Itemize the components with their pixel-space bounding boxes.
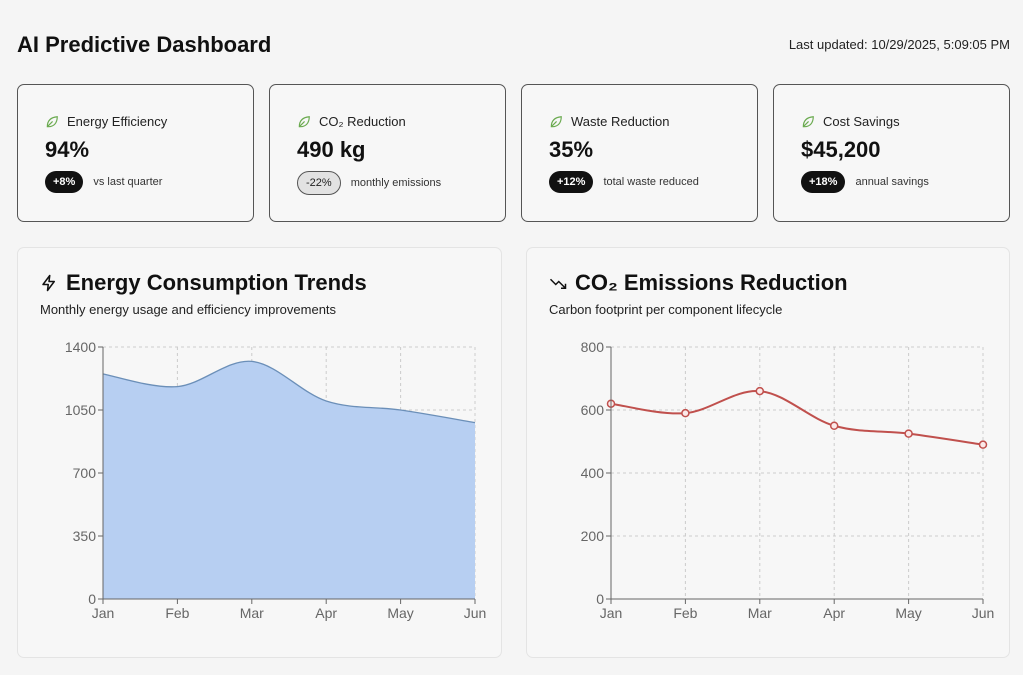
metric-label: Waste Reduction xyxy=(571,114,670,129)
change-badge: -22% xyxy=(297,171,341,195)
data-point xyxy=(904,429,913,438)
metric-card: Cost Savings $45,200 +18% annual savings xyxy=(773,84,1010,222)
leaf-icon xyxy=(298,115,310,127)
x-tick-label: Jun xyxy=(464,605,487,621)
y-tick-label: 0 xyxy=(88,591,96,607)
chart-title: CO₂ Emissions Reduction xyxy=(575,270,848,295)
co2-chart: 0 200 400 600 800 Jan Feb Mar Apr May Jun xyxy=(581,339,995,621)
co2-chart-panel: CO₂ Emissions Reduction Carbon footprint… xyxy=(526,247,1010,658)
chart-title: Energy Consumption Trends xyxy=(66,270,367,295)
data-point xyxy=(829,421,839,430)
change-badge: +18% xyxy=(801,171,846,193)
y-tick-label: 1050 xyxy=(65,402,96,418)
metric-label: Cost Savings xyxy=(823,114,900,129)
chart-subtitle: Carbon footprint per component lifecycle xyxy=(549,302,783,317)
leaf-icon xyxy=(802,115,814,127)
lightning-icon xyxy=(42,274,55,292)
trending-down-icon xyxy=(549,278,567,289)
x-tick-label: Jan xyxy=(92,605,115,621)
change-badge: +8% xyxy=(45,171,84,193)
energy-line xyxy=(102,360,476,424)
y-tick-label: 800 xyxy=(581,339,605,355)
data-point xyxy=(978,440,988,449)
energy-area xyxy=(103,361,475,599)
metric-note: annual savings xyxy=(855,176,929,188)
leaf-icon xyxy=(550,115,562,127)
x-tick-label: Jun xyxy=(972,605,995,621)
data-point xyxy=(755,386,765,396)
y-tick-label: 700 xyxy=(73,465,97,481)
x-tick-label: Feb xyxy=(673,605,697,621)
metric-value: $45,200 xyxy=(801,137,881,162)
leaf-icon xyxy=(46,115,58,127)
x-tick-label: May xyxy=(387,605,413,621)
energy-chart-panel: Energy Consumption Trends Monthly energy… xyxy=(17,247,502,658)
energy-chart: 0 350 700 1050 1400 Jan Feb Mar Apr May Jun xyxy=(65,339,487,621)
data-point xyxy=(681,408,690,418)
x-tick-label: Jan xyxy=(600,605,623,621)
y-tick-label: 350 xyxy=(73,528,97,544)
metric-note: vs last quarter xyxy=(93,176,163,188)
co2-line xyxy=(610,390,984,446)
metric-label: CO₂ Reduction xyxy=(319,114,406,129)
metric-label: Energy Efficiency xyxy=(67,114,168,129)
metric-value: 35% xyxy=(549,137,594,162)
x-tick-label: Apr xyxy=(315,605,337,621)
last-updated: Last updated: 10/29/2025, 5:09:05 PM xyxy=(788,37,1010,52)
page-title: AI Predictive Dashboard xyxy=(17,32,272,57)
x-tick-label: Mar xyxy=(748,605,772,621)
y-tick-label: 200 xyxy=(581,528,605,544)
x-tick-label: Feb xyxy=(165,605,189,621)
change-badge: +12% xyxy=(549,171,594,193)
metric-card: Energy Efficiency 94% +8% vs last quarter xyxy=(17,84,254,222)
metric-value: 490 kg xyxy=(297,137,366,162)
y-tick-label: 1400 xyxy=(65,339,96,355)
x-tick-label: Mar xyxy=(240,605,264,621)
metric-note: monthly emissions xyxy=(350,177,442,189)
chart-subtitle: Monthly energy usage and efficiency impr… xyxy=(40,302,337,317)
metric-value: 94% xyxy=(45,137,90,162)
x-tick-label: Apr xyxy=(823,605,845,621)
metric-card: CO₂ Reduction 490 kg -22% monthly emissio… xyxy=(269,84,506,222)
metric-note: total waste reduced xyxy=(603,176,699,188)
y-tick-label: 400 xyxy=(581,465,605,481)
y-tick-label: 600 xyxy=(581,402,605,418)
metric-card: Waste Reduction 35% +12% total waste redu… xyxy=(521,84,758,222)
y-tick-label: 0 xyxy=(596,591,604,607)
x-tick-label: May xyxy=(895,605,921,621)
